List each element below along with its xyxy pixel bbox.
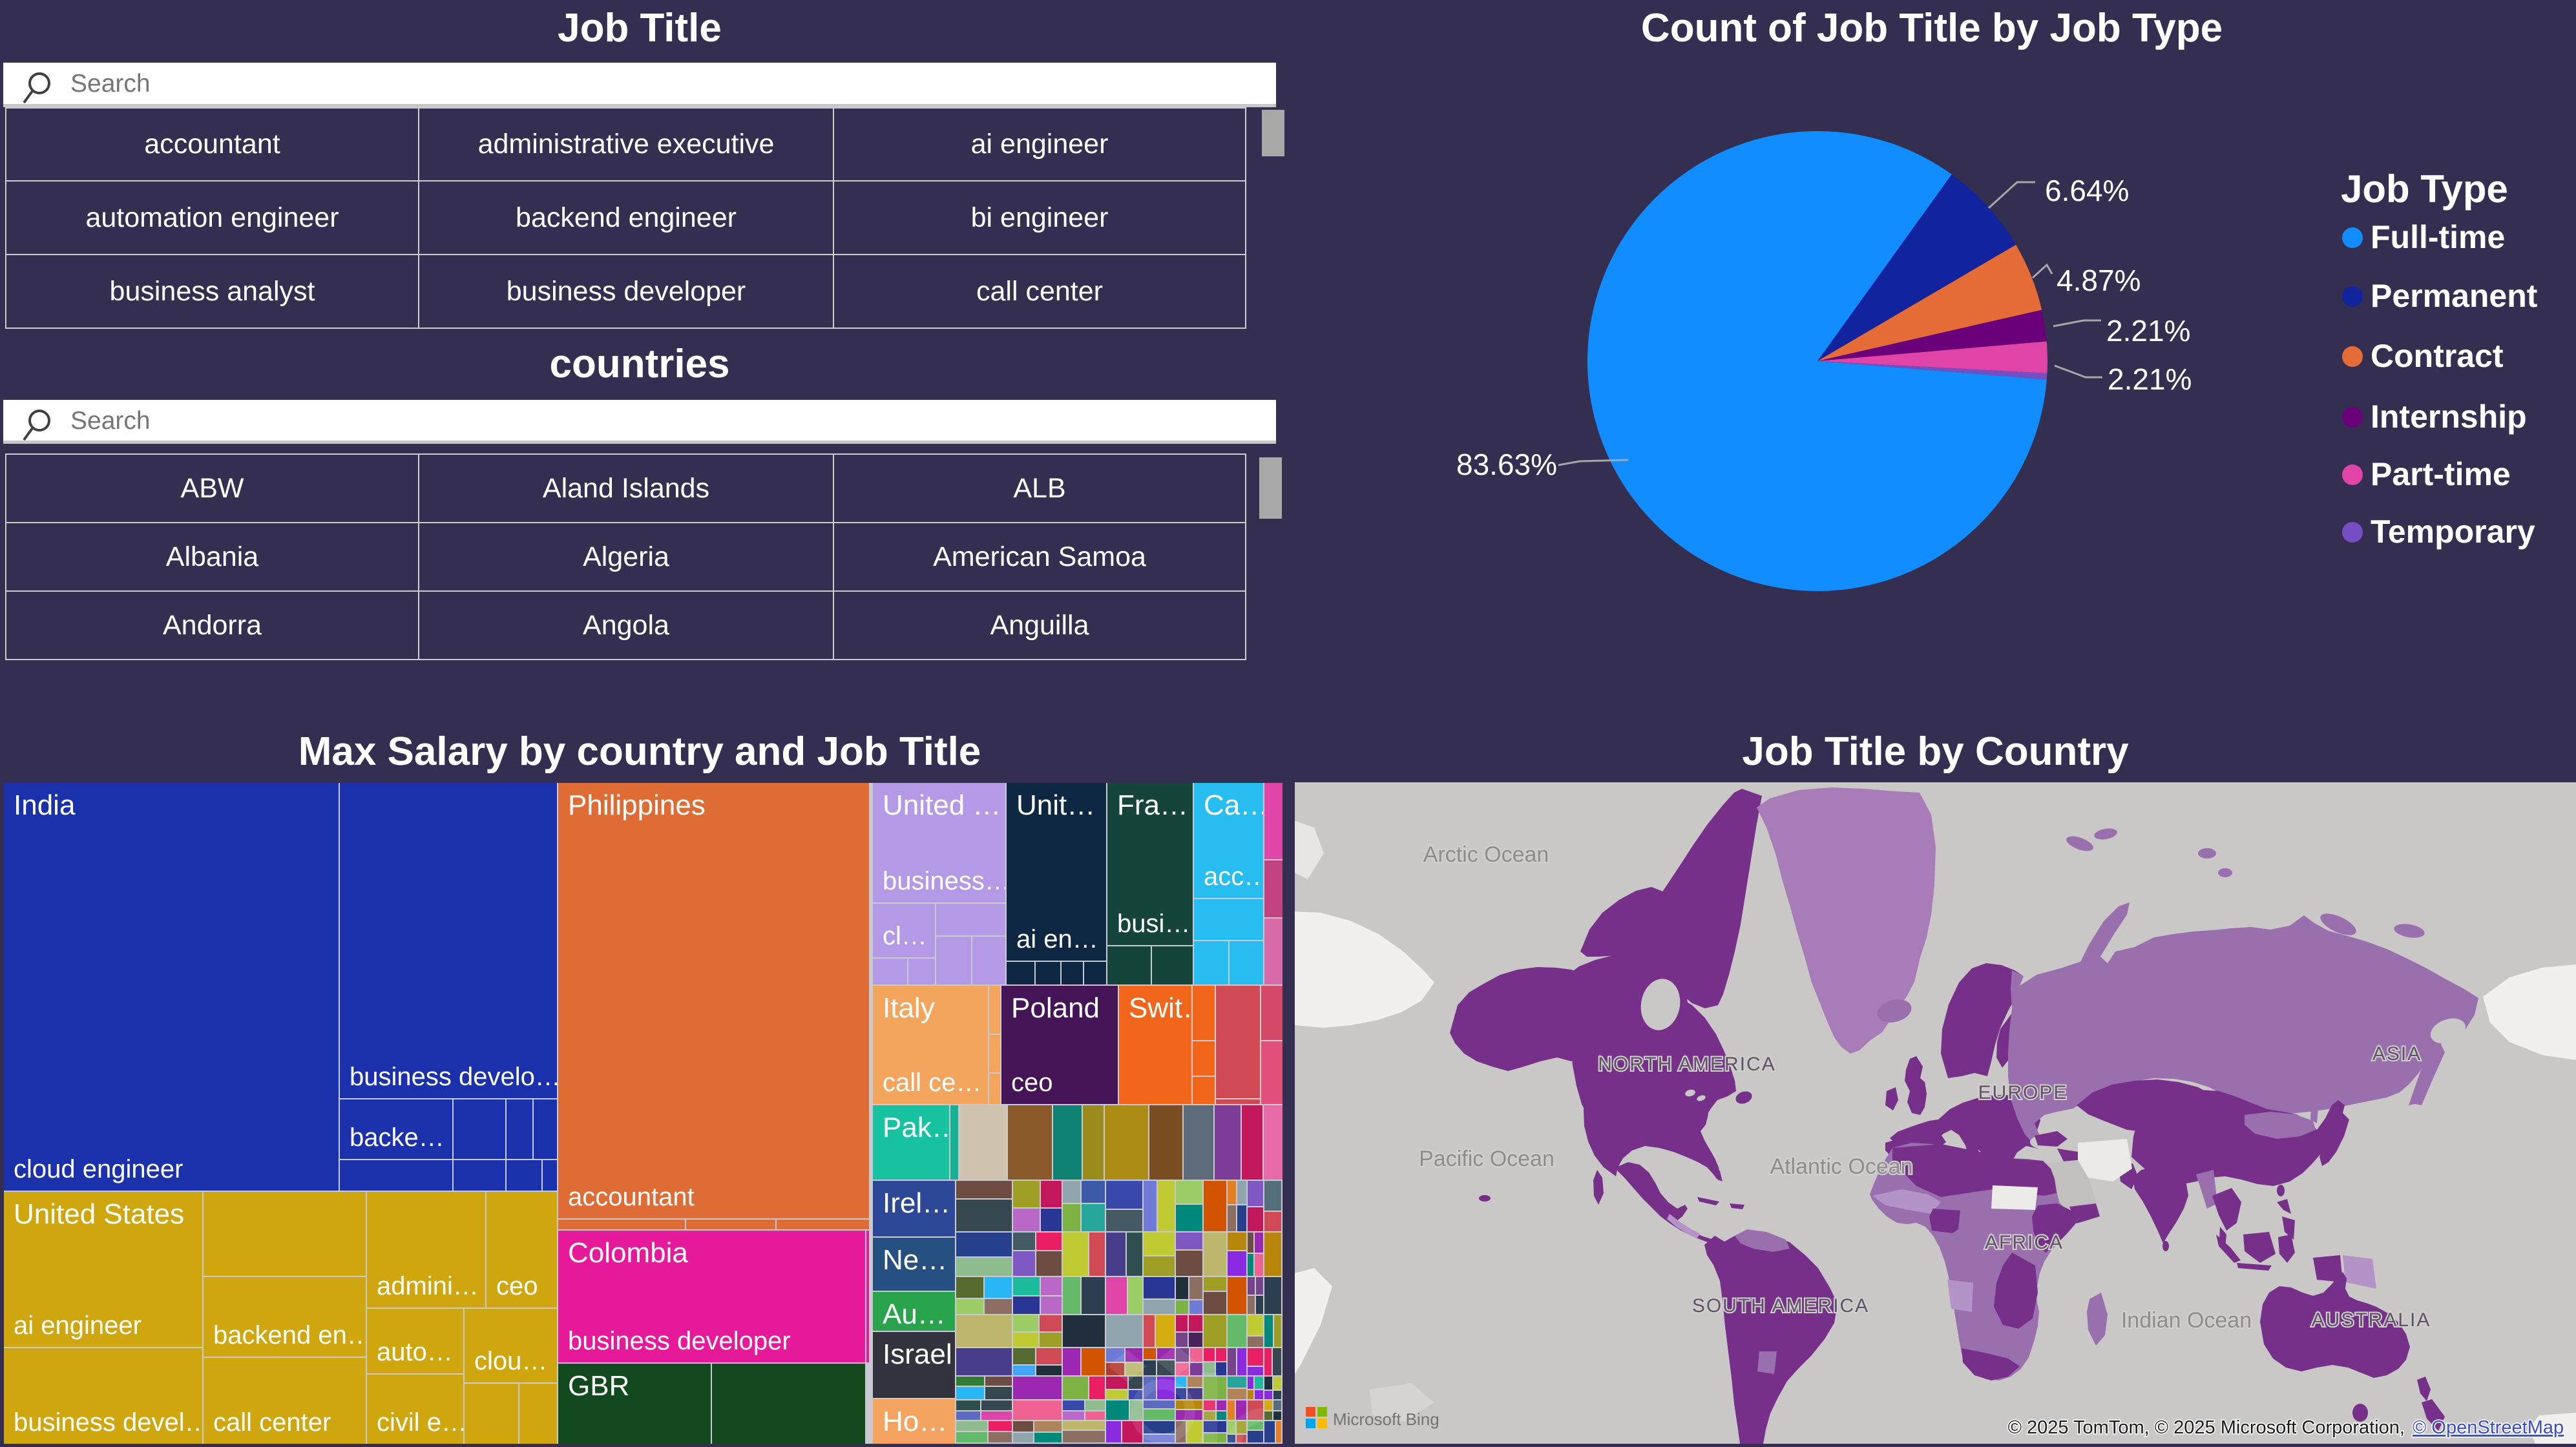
svg-text:EUROPE: EUROPE — [1978, 1082, 2068, 1103]
svg-text:Atlantic Ocean: Atlantic Ocean — [1770, 1154, 1912, 1179]
svg-text:AUSTRALIA: AUSTRALIA — [2312, 1309, 2431, 1331]
svg-text:AFRICA: AFRICA — [1985, 1232, 2064, 1253]
svg-text:SOUTH AMERICA: SOUTH AMERICA — [1692, 1295, 1869, 1317]
svg-text:© 2025 TomTom, © 2025 Microsof: © 2025 TomTom, © 2025 Microsoft Corporat… — [2008, 1417, 2405, 1438]
svg-text:NORTH AMERICA: NORTH AMERICA — [1598, 1054, 1775, 1075]
svg-text:ASIA: ASIA — [2372, 1043, 2422, 1065]
svg-text:Pacific Ocean: Pacific Ocean — [1419, 1147, 1555, 1171]
svg-text:Arctic Ocean: Arctic Ocean — [1423, 842, 1549, 867]
svg-text:© OpenStreetMap: © OpenStreetMap — [2413, 1417, 2564, 1438]
svg-text:Indian Ocean: Indian Ocean — [2121, 1308, 2252, 1333]
svg-text:Microsoft Bing: Microsoft Bing — [1333, 1410, 1440, 1429]
